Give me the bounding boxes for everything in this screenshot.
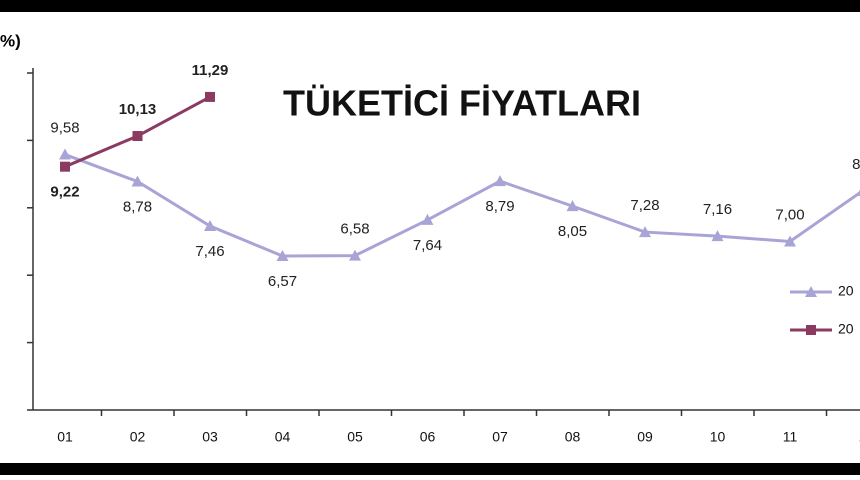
data-label: 7,00 xyxy=(775,206,804,223)
legend-label: 20 xyxy=(838,321,854,337)
data-label: 8,05 xyxy=(558,223,587,240)
series-line xyxy=(64,153,860,258)
x-tick-label: 10 xyxy=(710,429,726,445)
x-tick-label: 07 xyxy=(492,429,508,445)
data-label: 8,79 xyxy=(485,198,514,215)
data-label: 6,58 xyxy=(340,221,369,238)
x-tick-label: 01 xyxy=(57,429,73,445)
data-label: 6,57 xyxy=(268,273,297,290)
frame-bottom xyxy=(0,463,860,475)
marker xyxy=(494,175,506,187)
marker xyxy=(132,131,143,142)
data-label: 10,13 xyxy=(119,101,157,118)
marker xyxy=(205,91,215,102)
x-tick-label: 09 xyxy=(637,429,653,445)
data-label: 7,46 xyxy=(195,243,224,260)
chart-title: TÜKETİCİ FİYATLARI xyxy=(283,83,641,124)
marker xyxy=(59,148,71,160)
marker xyxy=(711,230,724,242)
data-label: 9,22 xyxy=(50,184,79,201)
data-label: 7,28 xyxy=(630,197,659,214)
x-tick-label: 05 xyxy=(347,429,363,445)
x-tick-label: 06 xyxy=(420,429,436,445)
data-label: 7,16 xyxy=(703,201,732,218)
marker xyxy=(276,249,289,261)
data-label: 11,29 xyxy=(192,62,229,79)
frame-top xyxy=(0,0,860,12)
data-label: 8,5 xyxy=(852,156,860,173)
marker xyxy=(131,175,144,187)
marker xyxy=(349,249,361,261)
marker xyxy=(639,226,651,238)
marker xyxy=(60,161,70,172)
x-tick-label: 11 xyxy=(783,429,798,445)
x-tick-label: 03 xyxy=(202,429,218,445)
marker xyxy=(421,213,434,225)
data-label: 7,64 xyxy=(413,237,442,254)
x-tick-label: 02 xyxy=(130,429,146,445)
legend-marker xyxy=(805,286,817,297)
legend-label: 20 xyxy=(838,283,854,299)
marker xyxy=(204,219,216,231)
y-axis-label: %) xyxy=(0,31,21,50)
x-tick-label: 04 xyxy=(275,429,291,445)
data-label: 8,78 xyxy=(123,198,152,215)
x-tick-label: 1 xyxy=(859,429,860,445)
x-tick-label: 08 xyxy=(565,429,581,445)
marker xyxy=(784,235,796,247)
marker xyxy=(566,200,579,212)
data-label: 9,58 xyxy=(50,120,79,137)
marker xyxy=(856,189,860,196)
legend-marker xyxy=(806,325,816,335)
